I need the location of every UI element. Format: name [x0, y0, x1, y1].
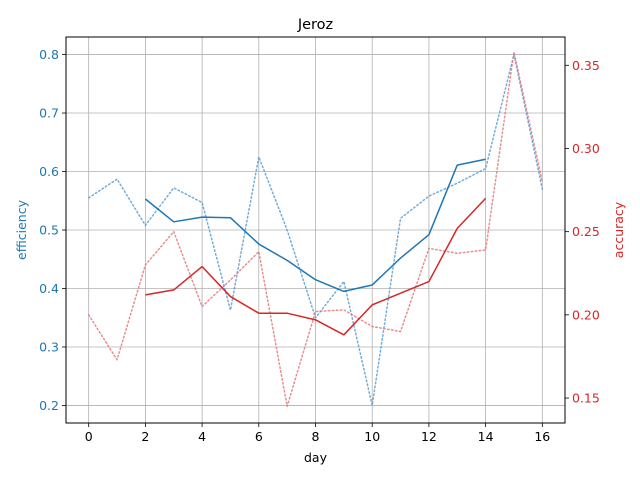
y-left-tick-label: 0.4: [39, 281, 59, 296]
x-tick-label: 16: [534, 429, 550, 444]
y-right-tick-label: 0.35: [572, 58, 600, 73]
y-left-tick-label: 0.6: [39, 164, 59, 179]
grid: [66, 37, 565, 423]
x-tick-label: 8: [312, 429, 320, 444]
accuracy-raw-line: [87, 51, 544, 408]
x-tick-label: 12: [421, 429, 437, 444]
x-tick-label: 10: [364, 429, 380, 444]
x-tick-label: 4: [198, 429, 206, 444]
y-axis-label-left: efficiency: [14, 199, 29, 260]
series-layer: [87, 51, 544, 408]
chart-title: Jeroz: [297, 17, 333, 33]
y-left-tick-label: 0.5: [39, 223, 59, 238]
y-right-tick-label: 0.20: [572, 307, 600, 322]
y-right-tick-label: 0.15: [572, 391, 600, 406]
accuracy-smoothed-line: [145, 197, 487, 336]
y-right-tick-label: 0.25: [572, 224, 600, 239]
axes: 0 2 4 6 8 10 12 14 16 0.2 0.3 0.4 0.5 0.6 0.7 0.8 0.15 0.…: [39, 47, 600, 444]
y-left-tick-label: 0.2: [39, 398, 59, 413]
x-axis-label: day: [304, 450, 328, 465]
efficiency-raw-line: [87, 53, 544, 407]
x-tick-label: 2: [141, 429, 149, 444]
x-tick-label: 0: [85, 429, 93, 444]
y-axis-label-right: accuracy: [611, 201, 626, 258]
y-left-tick-label: 0.7: [39, 106, 59, 121]
x-tick-label: 6: [255, 429, 263, 444]
y-left-tick-label: 0.8: [39, 47, 59, 62]
y-left-tick-label: 0.3: [39, 339, 59, 354]
x-tick-label: 14: [478, 429, 494, 444]
efficiency-smoothed-line: [144, 158, 486, 293]
y-right-tick-label: 0.30: [572, 141, 600, 156]
